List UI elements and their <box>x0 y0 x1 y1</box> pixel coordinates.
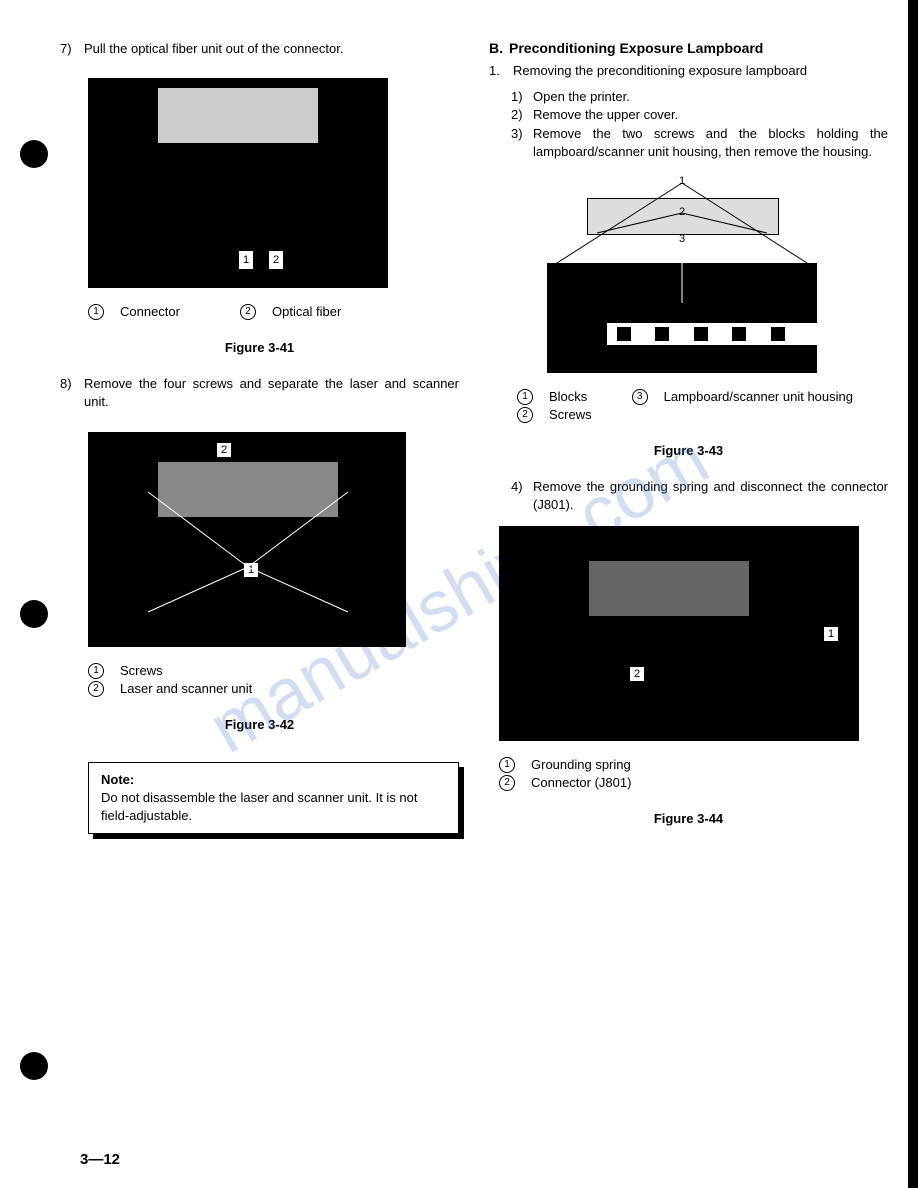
right-column: B. Preconditioning Exposure Lampboard 1.… <box>489 40 888 846</box>
figure-3-42: 2 1 <box>88 432 406 647</box>
figure-lines <box>88 432 406 647</box>
legend-item: 2 Screws <box>517 407 592 423</box>
step-num: 1. <box>489 62 513 80</box>
substep: 3) Remove the two screws and the blocks … <box>511 125 888 161</box>
legend-label: Screws <box>120 663 163 679</box>
legend-item: 1 Grounding spring <box>499 757 888 773</box>
legend-mark: 1 <box>499 757 515 773</box>
step-num: 7) <box>60 40 84 58</box>
figure-num: 1 <box>679 175 685 187</box>
legend-mark: 2 <box>517 407 533 423</box>
step-8: 8) Remove the four screws and separate t… <box>60 375 459 411</box>
substep-text: Remove the upper cover. <box>533 106 888 124</box>
legend-item: 2 Connector (J801) <box>499 775 888 791</box>
legend-item: 1 Blocks <box>517 389 592 405</box>
substep-text: Remove the grounding spring and disconne… <box>533 478 888 514</box>
legend-label: Connector <box>120 304 180 320</box>
heading-text: Preconditioning Exposure Lampboard <box>509 40 763 56</box>
legend-item: 1 Screws <box>88 663 459 679</box>
figure-tag: 2 <box>268 250 284 270</box>
legend-label: Screws <box>549 407 592 423</box>
legend-item: 2 Laser and scanner unit <box>88 681 459 697</box>
figure-panel <box>589 561 749 616</box>
step-7: 7) Pull the optical fiber unit out of th… <box>60 40 459 58</box>
section-b-heading: B. Preconditioning Exposure Lampboard <box>489 40 888 56</box>
legend-3-41: 1 Connector 2 Optical fiber <box>88 304 459 322</box>
step-num: 8) <box>60 375 84 411</box>
heading-letter: B. <box>489 40 509 56</box>
note-body: Do not disassemble the laser and scanner… <box>101 789 446 825</box>
legend-mark: 3 <box>632 389 648 405</box>
figure-caption: Figure 3-41 <box>60 340 459 355</box>
note-box: Note: Do not disassemble the laser and s… <box>88 762 459 835</box>
figure-num: 3 <box>679 233 685 245</box>
legend-item: 1 Connector <box>88 304 180 320</box>
legend-item: 3 Lampboard/scanner unit housing <box>632 389 853 405</box>
step-b1: 1. Removing the preconditioning exposure… <box>489 62 888 80</box>
legend-mark: 2 <box>240 304 256 320</box>
legend-mark: 2 <box>88 681 104 697</box>
legend-label: Blocks <box>549 389 587 405</box>
figure-caption: Figure 3-44 <box>489 811 888 826</box>
note-title: Note: <box>101 771 446 789</box>
legend-item: 2 Optical fiber <box>240 304 341 320</box>
binder-hole <box>20 600 48 628</box>
figure-tag: 1 <box>823 626 839 642</box>
figure-3-44: 2 1 <box>499 526 859 741</box>
legend-mark: 1 <box>88 663 104 679</box>
legend-label: Connector (J801) <box>531 775 631 791</box>
figure-caption: Figure 3-43 <box>489 443 888 458</box>
page-number: 3—12 <box>80 1151 120 1168</box>
figure-3-43: 1 2 3 <box>517 173 847 373</box>
legend-mark: 1 <box>517 389 533 405</box>
substep-4: 4) Remove the grounding spring and disco… <box>511 478 888 514</box>
substep-text: Remove the two screws and the blocks hol… <box>533 125 888 161</box>
legend-label: Optical fiber <box>272 304 341 320</box>
page-edge <box>908 0 918 1188</box>
substep-num: 3) <box>511 125 533 161</box>
page-content: 7) Pull the optical fiber unit out of th… <box>0 0 918 866</box>
legend-mark: 2 <box>499 775 515 791</box>
step-text: Pull the optical fiber unit out of the c… <box>84 40 459 58</box>
substep: 2) Remove the upper cover. <box>511 106 888 124</box>
substep-num: 4) <box>511 478 533 514</box>
legend-label: Laser and scanner unit <box>120 681 252 697</box>
binder-hole <box>20 1052 48 1080</box>
step-text: Removing the preconditioning exposure la… <box>513 62 888 80</box>
figure-3-41: 1 2 <box>88 78 388 288</box>
legend-mark: 1 <box>88 304 104 320</box>
figure-tag: 1 <box>238 250 254 270</box>
figure-num: 2 <box>679 206 685 218</box>
substep-num: 2) <box>511 106 533 124</box>
figure-tag: 2 <box>629 666 645 682</box>
substep: 1) Open the printer. <box>511 88 888 106</box>
figure-lines <box>517 173 847 373</box>
legend-label: Grounding spring <box>531 757 631 773</box>
figure-caption: Figure 3-42 <box>60 717 459 732</box>
left-column: 7) Pull the optical fiber unit out of th… <box>60 40 459 846</box>
binder-hole <box>20 140 48 168</box>
legend-3-44: 1 Grounding spring 2 Connector (J801) <box>499 757 888 793</box>
figure-window <box>158 88 318 143</box>
legend-3-43: 1 Blocks 2 Screws 3 Lampboard/scanner un… <box>517 389 888 425</box>
substep-text: Open the printer. <box>533 88 888 106</box>
substep-num: 1) <box>511 88 533 106</box>
step-text: Remove the four screws and separate the … <box>84 375 459 411</box>
legend-3-42: 1 Screws 2 Laser and scanner unit <box>88 663 459 699</box>
legend-label: Lampboard/scanner unit housing <box>664 389 853 405</box>
